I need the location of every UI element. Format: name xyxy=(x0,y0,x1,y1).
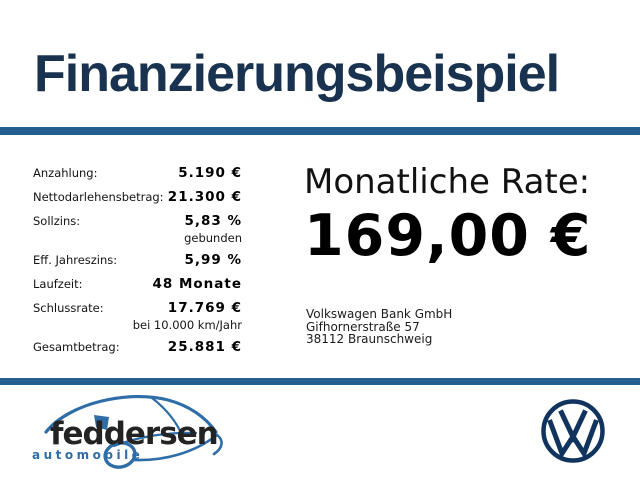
table-row: Eff. Jahreszins: 5,99 % xyxy=(33,251,242,269)
row-value: 25.881 € xyxy=(167,339,242,355)
bank-city: 38112 Braunschweig xyxy=(306,332,433,346)
row-label: Gesamtbetrag: xyxy=(33,340,120,354)
bank-address: Volkswagen Bank GmbH Gifhornerstraße 57 … xyxy=(306,308,452,346)
page-title: Finanzierungsbeispiel xyxy=(34,45,560,103)
row-value: 21.300 € xyxy=(167,189,242,205)
header-divider xyxy=(0,127,640,135)
row-note: gebunden xyxy=(184,231,242,245)
table-row: Laufzeit: 48 Monate xyxy=(33,275,242,293)
row-label: Nettodarlehensbetrag: xyxy=(33,190,164,204)
feddersen-dealer-logo: feddersen automobile feddersen automobil… xyxy=(18,388,250,482)
monthly-rate-label: Monatliche Rate: xyxy=(304,162,591,202)
row-label: Sollzins: xyxy=(33,214,81,228)
row-label: Eff. Jahreszins: xyxy=(33,253,118,267)
svg-text:automobile: automobile xyxy=(32,448,143,462)
monthly-rate-value: 169,00 € xyxy=(304,203,592,269)
row-note: bei 10.000 km/Jahr xyxy=(132,318,242,332)
vw-roundel-icon xyxy=(541,399,605,463)
row-value: 48 Monate xyxy=(152,276,242,292)
row-value: 5,99 % xyxy=(184,252,242,268)
row-label: Laufzeit: xyxy=(33,277,83,291)
row-label: Anzahlung: xyxy=(33,166,98,180)
row-label: Schlussrate: xyxy=(33,301,104,315)
financing-details-table: Anzahlung: 5.190 € Nettodarlehensbetrag:… xyxy=(33,164,242,362)
footer-divider xyxy=(0,378,640,385)
table-row: Nettodarlehensbetrag: 21.300 € xyxy=(33,188,242,206)
volkswagen-logo xyxy=(541,399,605,467)
table-row: Sollzins: 5,83 % xyxy=(33,212,242,230)
svg-text:feddersen: feddersen xyxy=(50,416,218,452)
table-row: Anzahlung: 5.190 € xyxy=(33,164,242,182)
row-value: 17.769 € xyxy=(167,300,242,316)
row-value: 5.190 € xyxy=(178,165,242,181)
bank-street: Gifhornerstraße 57 xyxy=(306,319,420,334)
table-row: Gesamtbetrag: 25.881 € xyxy=(33,338,242,356)
bank-name: Volkswagen Bank GmbH xyxy=(306,307,453,321)
row-value: 5,83 % xyxy=(184,213,242,229)
feddersen-car-sketch-icon: feddersen automobile xyxy=(32,394,223,469)
table-row: Schlussrate: 17.769 € xyxy=(33,299,242,317)
